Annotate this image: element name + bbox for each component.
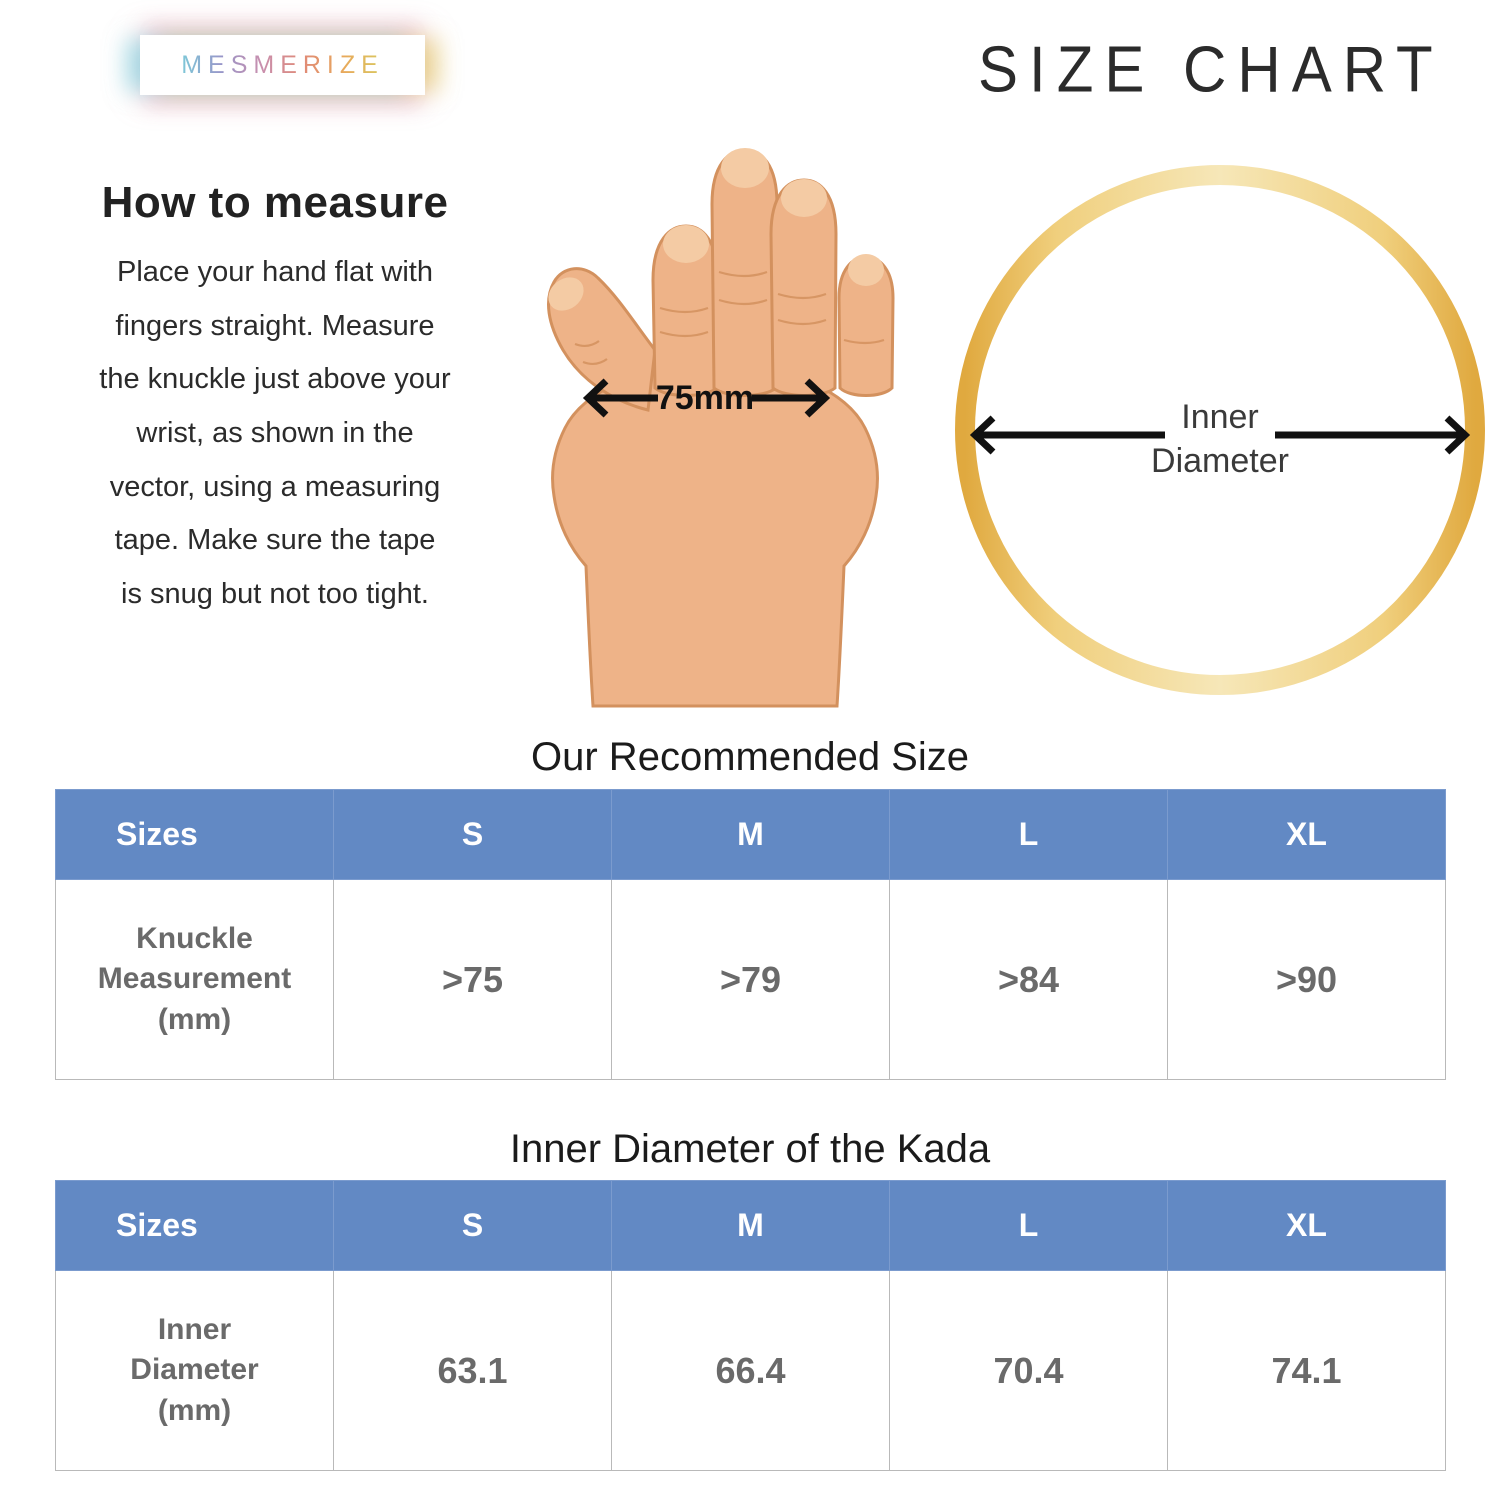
- svg-text:Inner: Inner: [1181, 398, 1259, 436]
- svg-text:75mm: 75mm: [656, 379, 754, 417]
- svg-text:Diameter: Diameter: [1151, 442, 1289, 480]
